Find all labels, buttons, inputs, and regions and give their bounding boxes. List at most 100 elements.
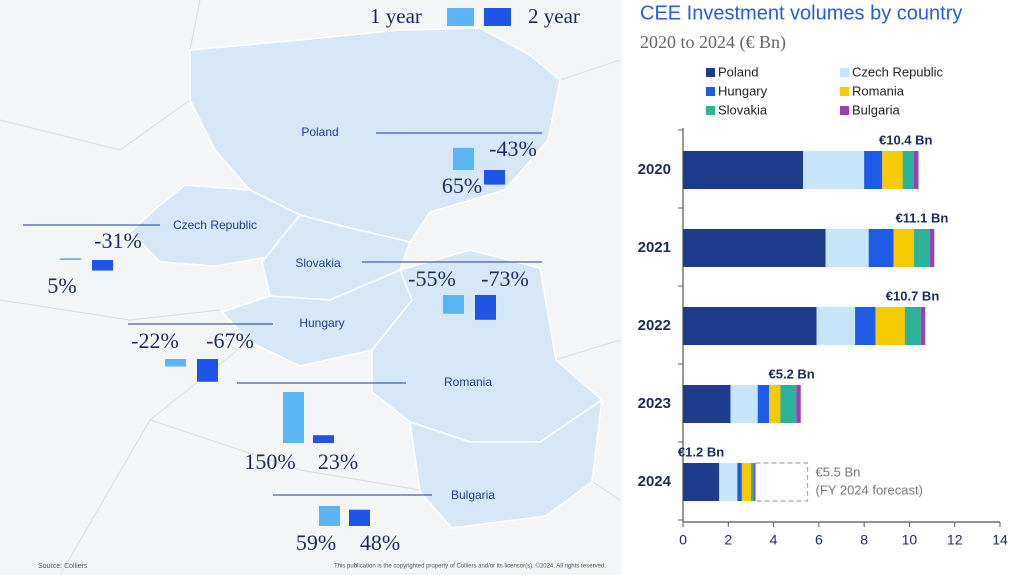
x-tick-label: 14 (992, 532, 1008, 548)
change-label: -43% (489, 136, 537, 161)
change-label: 59% (296, 530, 336, 555)
bar-segment (796, 385, 801, 423)
bar-segment (868, 229, 894, 267)
legend-swatch (706, 68, 715, 77)
change-label: -73% (481, 266, 529, 291)
total-label: €5.2 Bn (768, 366, 814, 381)
x-tick-label: 10 (902, 532, 918, 548)
bar-segment (855, 307, 876, 345)
legend-swatch (447, 8, 474, 26)
y-tick-label: 2020 (638, 161, 671, 178)
change-bar (484, 170, 505, 185)
legend-label: Romania (852, 83, 905, 98)
forecast-label: €5.5 Bn (816, 464, 861, 479)
bar-segment (683, 229, 826, 267)
change-bar (319, 505, 340, 526)
forecast-box (754, 462, 809, 502)
change-label: 48% (360, 530, 400, 555)
y-tick-label: 2023 (638, 395, 671, 412)
change-label: -31% (94, 228, 142, 253)
legend-label: 2 year (528, 4, 580, 28)
bar-segment (825, 229, 869, 267)
neighbour-borders (0, 0, 621, 575)
bar-segment (920, 307, 926, 345)
legend-label: Slovakia (718, 102, 768, 117)
x-tick-label: 12 (947, 532, 963, 548)
bar-segment (816, 307, 856, 345)
bar-segment (803, 151, 865, 189)
legend-swatch (840, 87, 849, 96)
change-label: 150% (244, 449, 295, 474)
change-label: 65% (442, 173, 482, 198)
total-label: €10.4 Bn (879, 132, 933, 147)
bar-segment (904, 307, 921, 345)
bar-segment (730, 385, 758, 423)
legend-swatch (706, 106, 715, 115)
x-tick-label: 6 (815, 532, 823, 548)
chart-title: CEE Investment volumes by country (640, 2, 962, 24)
bar-segment (902, 151, 914, 189)
change-label: -22% (131, 328, 179, 353)
country-label: Bulgaria (451, 488, 495, 502)
x-tick-label: 2 (724, 532, 732, 548)
bar-segment (750, 463, 754, 501)
country-label: Hungary (299, 316, 344, 330)
source-note: Source: Colliers (38, 563, 88, 570)
bar-segment (929, 229, 935, 267)
y-tick-label: 2024 (638, 473, 672, 490)
x-tick-label: 4 (770, 532, 778, 548)
bar-segment (769, 385, 781, 423)
bar-segment (875, 307, 905, 345)
change-label: 23% (318, 449, 358, 474)
bar-segment (683, 307, 817, 345)
y-tick-label: 2021 (638, 239, 671, 256)
legend-label: Poland (718, 64, 758, 79)
legend-label: 1 year (370, 4, 422, 28)
legend-label: Hungary (718, 83, 768, 98)
bar-segment (753, 463, 756, 501)
change-label: -67% (206, 328, 254, 353)
countries (128, 27, 604, 529)
legend-swatch (840, 68, 849, 77)
bar-segment (913, 151, 919, 189)
bar-segment (780, 385, 797, 423)
legend-swatch (484, 8, 511, 26)
change-bar (165, 359, 186, 367)
change-bar (475, 295, 496, 320)
bar-segment (741, 463, 751, 501)
x-tick-label: 8 (860, 532, 868, 548)
total-label: €11.1 Bn (896, 210, 949, 225)
y-tick-label: 2022 (638, 317, 671, 334)
change-label: -55% (408, 266, 456, 291)
bar-segment (683, 151, 804, 189)
change-bar (92, 260, 113, 271)
total-label: €1.2 Bn (678, 444, 724, 459)
forecast-note: (FY 2024 forecast) (816, 482, 923, 497)
change-bar (443, 295, 464, 314)
bar-segment (719, 463, 738, 501)
bulgaria-shape (409, 398, 603, 529)
change-bar (283, 392, 304, 443)
change-bar (197, 359, 218, 382)
change-label: 5% (47, 273, 76, 298)
change-bar (453, 147, 474, 170)
x-tick-label: 0 (679, 532, 687, 548)
copyright-note: This publication is the copyrighted prop… (334, 563, 606, 570)
bar-segment (882, 151, 903, 189)
change-bar (60, 258, 81, 260)
legend-label: Bulgaria (852, 102, 900, 117)
country-label: Slovakia (295, 256, 341, 270)
bar-segment (683, 463, 720, 501)
bar-segment (893, 229, 914, 267)
change-bar (349, 509, 370, 526)
bar-segment (757, 385, 770, 423)
country-label: Czech Republic (173, 218, 257, 232)
bar-segment (913, 229, 930, 267)
total-label: €10.7 Bn (886, 288, 940, 303)
legend-swatch (840, 106, 849, 115)
change-bar (313, 435, 334, 443)
bar-segment (737, 463, 742, 501)
chart-subtitle: 2020 to 2024 (€ Bn) (640, 32, 786, 53)
